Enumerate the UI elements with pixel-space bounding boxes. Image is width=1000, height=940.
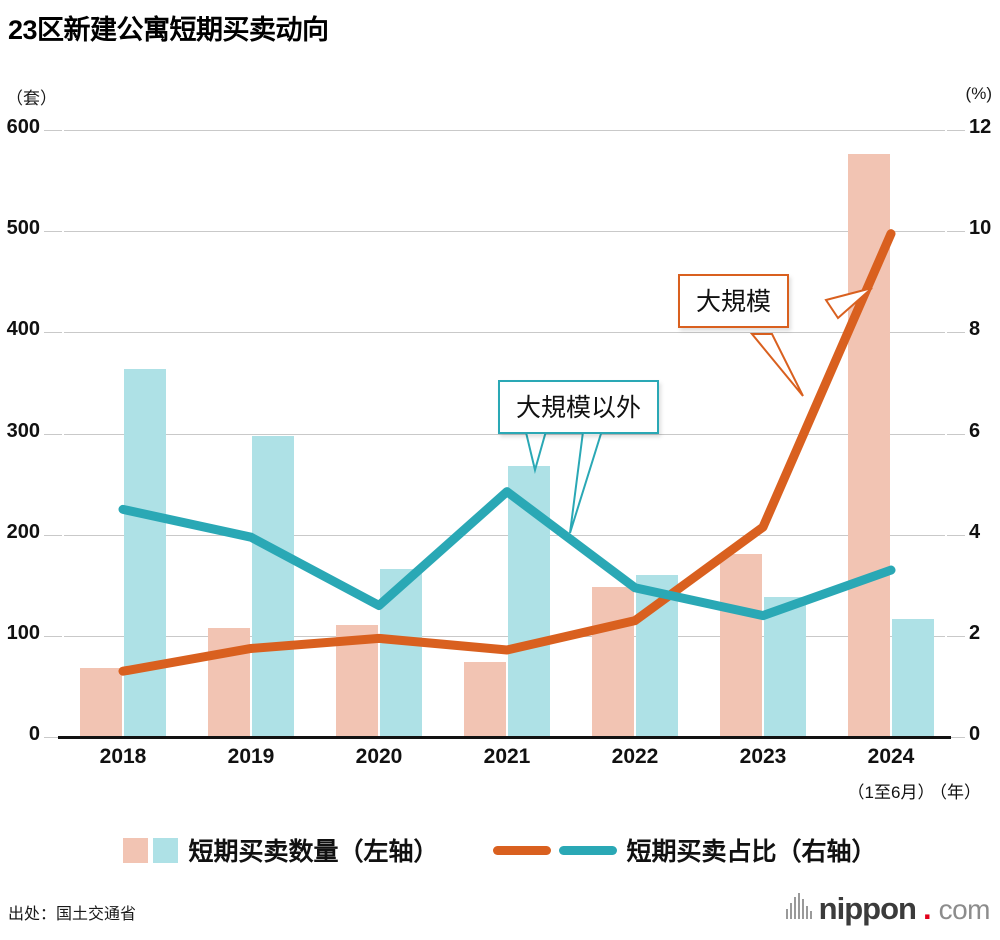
right-tick-mark [947, 534, 965, 536]
bar [892, 618, 934, 737]
left-axis-unit: （套） [6, 89, 57, 108]
x-axis-baseline [58, 736, 951, 739]
gridline [64, 130, 945, 131]
legend: 短期买卖数量（左轴） 短期买卖占比（右轴） [0, 826, 1000, 874]
left-tick-label: 100 [6, 621, 40, 644]
gridline [64, 635, 945, 637]
right-tick-label: 12 [969, 116, 992, 138]
left-tick-mark [44, 635, 62, 637]
left-tick-label: 400 [6, 318, 40, 341]
left-tick-label: 600 [6, 116, 40, 138]
bar [464, 662, 506, 737]
bar [80, 668, 122, 737]
left-tick-label: 200 [6, 520, 40, 543]
right-tick-mark [947, 635, 965, 637]
legend-swatch-pair [123, 837, 179, 863]
left-tick-label: 500 [6, 217, 40, 240]
left-tick-mark [44, 737, 62, 738]
right-tick-mark [947, 433, 965, 435]
bar [252, 435, 294, 737]
legend-line-other [558, 845, 617, 855]
bar [124, 368, 166, 737]
source-note: 出处：国土交通省 [8, 906, 137, 923]
x-axis-unit: （年） [930, 783, 981, 802]
x-tick-label: 2022 [611, 745, 659, 768]
right-tick-label: 8 [969, 318, 981, 341]
left-tick-mark [44, 534, 62, 536]
left-tick-label: 0 [28, 723, 40, 745]
legend-item-share[interactable]: 短期买卖占比（右轴） [492, 832, 877, 868]
trend-line [118, 487, 896, 621]
brand-tld: com [938, 894, 991, 925]
left-tick-mark [44, 231, 62, 233]
gridline [64, 332, 945, 334]
right-tick-label: 2 [969, 621, 981, 644]
right-tick-mark [947, 231, 965, 233]
left-tick-mark [44, 433, 62, 435]
line-layer [118, 229, 896, 676]
bar [720, 553, 762, 737]
x-tick-sublabel: （1至6月） [847, 783, 935, 802]
x-tick-label: 2021 [483, 745, 531, 768]
legend-item-counts[interactable]: 短期买卖数量（左轴） [123, 832, 439, 868]
left-tick-mark [44, 332, 62, 334]
legend-swatch-large [123, 837, 149, 863]
right-tick-mark [947, 332, 965, 334]
gridline [64, 534, 945, 536]
brand-dot: . [922, 891, 932, 926]
left-tick-label: 300 [6, 419, 40, 442]
bar [764, 597, 806, 737]
plot-area: 0 100 200 300 400 500 600 0 2 4 6 8 10 12 [7, 116, 992, 745]
left-tick-mark [44, 130, 62, 131]
equalizer-icon [785, 893, 812, 919]
x-tick-label: 2023 [739, 745, 787, 768]
legend-line-pair [492, 845, 617, 855]
right-tick-label: 10 [969, 217, 992, 240]
x-tick-label: 2024 [867, 745, 915, 768]
right-tick-label: 6 [969, 419, 981, 442]
right-tick-label: 4 [969, 520, 981, 543]
trend-line [118, 229, 896, 676]
brand-name: nippon [818, 891, 917, 926]
right-tick-mark [947, 737, 965, 738]
x-tick-label: 2018 [99, 745, 147, 768]
legend-line-large [492, 845, 551, 855]
page-title: 23区新建公寓短期买卖动向 [8, 15, 329, 45]
right-tick-mark [947, 130, 965, 131]
x-tick-label: 2020 [355, 745, 403, 768]
legend-label-counts: 短期买卖数量（左轴） [188, 838, 439, 866]
gridline [64, 231, 945, 233]
bar [592, 587, 634, 737]
x-tick-label: 2019 [227, 745, 275, 768]
right-axis-unit: (%) [965, 84, 992, 103]
legend-swatch-other [153, 837, 179, 863]
callout-other: 大規模以外 [498, 380, 660, 434]
gridline [64, 433, 945, 435]
brand-logo: nippon . com [785, 891, 991, 926]
right-tick-label: 0 [969, 723, 981, 745]
callout-large: 大規模 [678, 274, 790, 328]
legend-label-share: 短期买卖占比（右轴） [626, 838, 877, 866]
